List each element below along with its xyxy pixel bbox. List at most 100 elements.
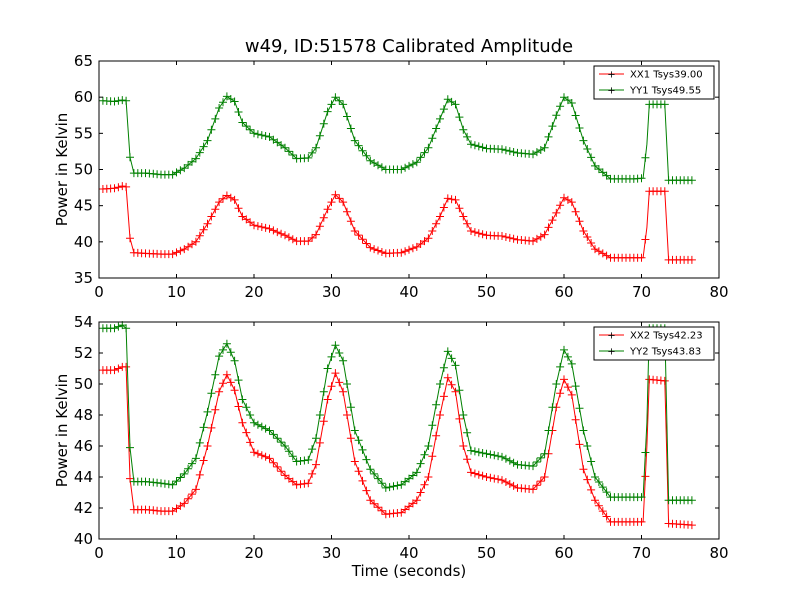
top-point-marker-xx1 [428,227,437,235]
bottom-point-marker-xx2 [575,440,584,449]
bottom-point-marker-yy2 [381,483,390,492]
top-point-marker-xx1 [501,233,510,241]
top-point-marker-xx1 [424,234,433,243]
chart-title: w49, ID:51578 Calibrated Amplitude [245,36,573,57]
top-point-marker-xx1 [552,208,561,217]
bottom-point-marker-yy2 [273,434,282,443]
bottom-point-marker-yy2 [594,478,603,486]
bottom-point-marker-xx2 [222,370,231,379]
top-point-marker-xx1 [587,239,596,247]
top-point-marker-xx1 [439,203,448,212]
bottom-point-marker-xx2 [277,467,286,476]
bottom-point-marker-xx2 [195,470,204,479]
bottom-point-marker-yy2 [587,457,596,466]
top-point-marker-xx1 [346,217,355,226]
bottom-point-marker-yy2 [184,464,193,473]
bottom-point-marker-xx2 [490,474,499,483]
top-point-marker-xx1 [331,190,340,199]
top-point-marker-xx1 [687,255,696,264]
top-point-marker-xx1 [323,205,332,214]
top-point-marker-yy1 [571,111,580,120]
top-point-marker-xx1 [571,207,580,216]
bottom-point-marker-yy2 [428,421,437,430]
bottom-point-marker-xx2 [261,452,270,461]
top-y-tick-label: 40 [74,233,93,251]
top-point-marker-yy1 [428,134,437,143]
top-point-marker-yy1 [474,142,483,151]
bottom-point-marker-yy2 [377,479,386,488]
bottom-point-marker-xx2 [265,454,274,463]
bottom-point-marker-yy2 [397,480,406,489]
bottom-point-marker-yy2 [215,352,224,361]
top-point-marker-yy1 [319,119,328,128]
bottom-point-marker-xx2 [443,373,452,382]
top-point-marker-xx1 [257,223,266,231]
top-point-marker-xx1 [339,198,348,207]
bottom-point-marker-yy2 [358,445,367,454]
top-point-marker-xx1 [560,193,568,202]
top-point-marker-xx1 [319,213,328,222]
bottom-point-marker-yy2 [536,453,545,462]
bottom-point-marker-xx2 [315,438,324,447]
bottom-point-marker-yy2 [315,411,324,419]
top-point-marker-xx1 [641,235,650,244]
bottom-point-marker-xx2 [269,458,278,467]
top-point-marker-xx1 [122,182,131,191]
bottom-point-marker-yy2 [191,454,200,463]
bottom-point-marker-yy2 [331,341,340,350]
top-point-marker-xx1 [374,246,382,255]
bottom-point-marker-xx2 [327,382,336,391]
bottom-point-marker-yy2 [432,400,441,409]
top-y-tick-label: 60 [74,88,93,106]
bottom-point-marker-yy2 [532,458,541,466]
top-legend: + XX1 Tsys39.00 + YY1 Tsys49.55 [593,65,715,100]
top-point-marker-yy1 [304,153,313,162]
bottom-point-marker-xx2 [439,392,448,401]
bottom-point-marker-xx2 [184,494,193,503]
bottom-point-marker-yy2 [366,465,375,474]
top-point-marker-yy1 [370,159,379,167]
bottom-legend: + XX2 Tsys42.23 + YY2 Tsys43.83 [593,326,715,361]
top-point-marker-xx1 [467,227,475,235]
bottom-point-marker-yy2 [234,376,243,385]
bottom-point-marker-yy2 [168,480,177,489]
bottom-point-marker-yy2 [253,420,262,429]
top-point-marker-yy1 [583,145,592,153]
bottom-point-marker-yy2 [110,324,119,333]
top-point-marker-yy1 [397,165,406,174]
top-point-marker-yy1 [253,130,262,139]
bottom-point-marker-yy2 [374,474,382,483]
bottom-point-marker-yy2 [222,339,231,348]
top-point-marker-yy1 [261,132,270,140]
bottom-point-marker-xx2 [230,386,239,395]
top-point-marker-xx1 [451,195,460,204]
top-point-marker-yy1 [455,113,464,122]
bottom-point-marker-xx2 [273,462,282,471]
top-y-axis-label: Power in Kelvin [53,113,71,227]
top-point-marker-yy1 [594,165,603,174]
bottom-point-marker-yy2 [277,438,286,447]
top-point-marker-yy1 [343,112,351,121]
top-point-marker-yy1 [308,148,317,157]
bottom-point-marker-yy2 [552,380,561,388]
top-point-marker-yy1 [188,157,196,166]
top-point-marker-yy1 [350,136,359,145]
bottom-point-marker-xx2 [532,481,541,490]
top-point-marker-xx1 [594,247,603,256]
bottom-point-marker-yy2 [389,482,398,491]
bottom-y-tick-label: 40 [74,530,93,548]
bottom-point-marker-yy2 [467,446,475,455]
top-point-marker-yy1 [110,97,119,106]
top-point-marker-yy1 [122,96,131,105]
top-point-marker-yy1 [118,96,127,105]
bottom-point-marker-yy2 [327,352,336,361]
bottom-series-line-xx2 [102,366,692,526]
top-point-marker-xx1 [343,207,351,216]
top-point-marker-xx1 [540,230,549,239]
bottom-point-marker-xx2 [281,471,289,480]
bottom-point-marker-yy2 [556,362,565,371]
bottom-point-marker-xx2 [323,395,332,404]
bottom-point-marker-xx2 [207,423,216,432]
top-point-marker-yy1 [323,107,332,116]
bottom-point-marker-yy2 [370,469,379,478]
